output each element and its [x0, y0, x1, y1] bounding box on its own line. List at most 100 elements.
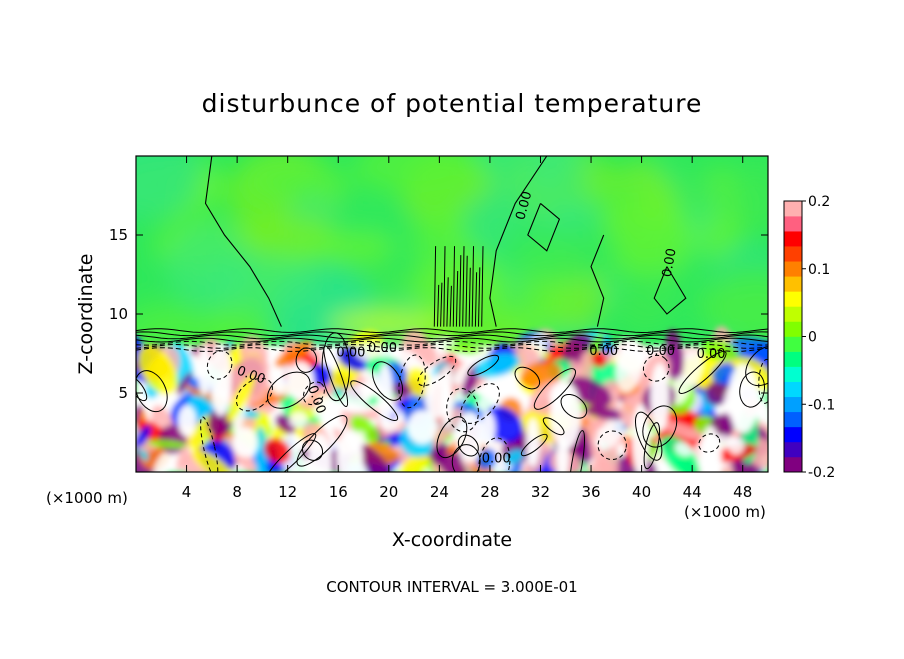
lower-field — [136, 326, 768, 472]
lower-field-blob — [232, 427, 258, 458]
lower-field-blob — [288, 411, 308, 429]
contour-line — [678, 350, 727, 394]
colorbar-segment — [784, 306, 802, 322]
contour-line — [533, 368, 576, 410]
contour-line — [467, 354, 500, 377]
upper-field-blob — [402, 265, 507, 313]
contour-line — [451, 444, 481, 472]
contour-label: 0.00 — [697, 347, 726, 362]
lower-field-blob — [728, 437, 745, 455]
contour-line — [527, 202, 561, 252]
colorbar-segment — [784, 216, 802, 232]
lower-field-blob — [392, 382, 412, 398]
x-tick-label: 20 — [379, 483, 398, 501]
lower-field-blob — [267, 364, 285, 396]
lower-field-blob — [398, 453, 430, 472]
colorbar-segment — [784, 441, 802, 458]
upper-field — [136, 156, 768, 388]
contour-label: 0.00 — [513, 190, 535, 222]
lower-field-blob — [263, 437, 291, 464]
contour-line — [489, 156, 548, 327]
y-tick-label: 5 — [118, 384, 128, 402]
lower-field-blob — [191, 449, 234, 472]
colorbar-segment — [784, 426, 802, 443]
lower-field-blob — [727, 363, 759, 434]
contour-line — [136, 376, 148, 402]
colorbar-segment — [784, 396, 802, 413]
contour-line — [136, 347, 768, 352]
contour-label: 0.00 — [482, 452, 511, 467]
y-tick-label: 15 — [109, 226, 128, 244]
contour-line — [642, 405, 678, 448]
lower-field-blob — [136, 425, 151, 448]
x-tick-label: 12 — [278, 483, 297, 501]
upper-field-blob — [328, 311, 449, 336]
contour-line — [265, 433, 317, 472]
lower-field-blob — [615, 338, 644, 393]
colorbar-segment — [784, 231, 802, 247]
contour-line — [653, 266, 687, 315]
contour-line — [302, 381, 325, 406]
contour-line — [295, 347, 318, 373]
x-tick-label: 24 — [430, 483, 449, 501]
contour-line — [460, 383, 500, 424]
lower-field-blob — [674, 441, 693, 457]
contour-line — [136, 334, 768, 340]
colorbar: 0.2 0.1 0 -0.1 -0.2 — [783, 194, 835, 481]
lower-field-blob — [591, 351, 607, 368]
lower-field-blob — [176, 372, 193, 395]
lower-field-blob — [700, 434, 719, 472]
contour-labels: 0.000.000.00 0.00 0.000.000.000.000.000.00 — [235, 190, 726, 467]
contour-line — [433, 246, 484, 327]
contour-line — [569, 430, 585, 472]
lower-field-blob — [430, 446, 448, 465]
contour-line — [321, 332, 351, 402]
lower-field-blob — [176, 445, 190, 472]
lower-field-blob — [274, 340, 314, 368]
colorbar-segment — [784, 366, 802, 382]
colorbar-tick-label: 0 — [808, 330, 817, 346]
contour-line — [446, 387, 479, 433]
colorbar-segment — [784, 291, 802, 307]
contour-line — [136, 370, 168, 413]
contour-line — [267, 371, 311, 409]
lower-field-blob — [358, 444, 395, 472]
colorbar-segment — [784, 276, 802, 292]
lower-field-blob — [377, 363, 394, 429]
x-tick-label: 48 — [733, 483, 752, 501]
contour-line — [136, 343, 768, 349]
lower-field-blob — [598, 417, 624, 450]
contour-lines — [136, 156, 768, 472]
contour-label: 0.00 — [589, 344, 618, 359]
upper-field-blob — [253, 168, 363, 196]
lower-field-blob — [504, 449, 525, 466]
contour-line — [597, 430, 627, 461]
upper-field-blob — [136, 156, 203, 220]
upper-field-blob — [671, 173, 723, 216]
contour-line — [478, 437, 511, 472]
contour-label: 0.00 — [336, 346, 365, 361]
upper-field-blob — [701, 278, 768, 333]
lower-field-blob — [318, 399, 370, 413]
contour-line — [200, 416, 219, 472]
colorbar-segment — [784, 411, 802, 428]
upper-field-blob — [726, 163, 768, 234]
colorbar-tick-label: 0.1 — [808, 262, 830, 278]
contour-line — [560, 393, 588, 419]
contour-line — [323, 345, 349, 408]
upper-field-blob — [355, 156, 479, 196]
lower-field-blob — [600, 441, 619, 472]
x-axis-label: X-coordinate — [392, 529, 512, 551]
lower-field-blob — [207, 408, 230, 437]
upper-field-blob — [598, 201, 697, 276]
colorbar-tick-label: 0.2 — [808, 194, 830, 210]
lower-field-blob — [197, 345, 212, 396]
lower-field-blob — [480, 411, 496, 446]
contour-interval-note: CONTOUR INTERVAL = 3.000E-01 — [326, 578, 577, 596]
lower-field-blob — [656, 419, 708, 441]
contour-line — [235, 377, 273, 412]
y-tick-label: 10 — [109, 305, 128, 323]
contour-line — [542, 417, 565, 436]
y-unit-label: (×1000 m) — [46, 489, 128, 507]
